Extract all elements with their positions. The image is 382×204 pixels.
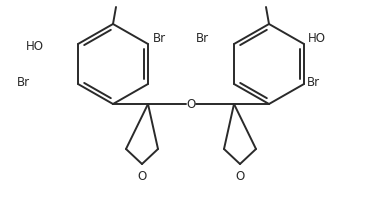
Text: Br: Br [307,76,320,89]
Text: O: O [186,98,196,111]
Text: Br: Br [17,76,30,89]
Text: Br: Br [196,31,209,44]
Text: O: O [235,169,244,182]
Text: HO: HO [308,31,326,44]
Text: HO: HO [26,40,44,53]
Text: O: O [138,169,147,182]
Text: Br: Br [153,31,166,44]
